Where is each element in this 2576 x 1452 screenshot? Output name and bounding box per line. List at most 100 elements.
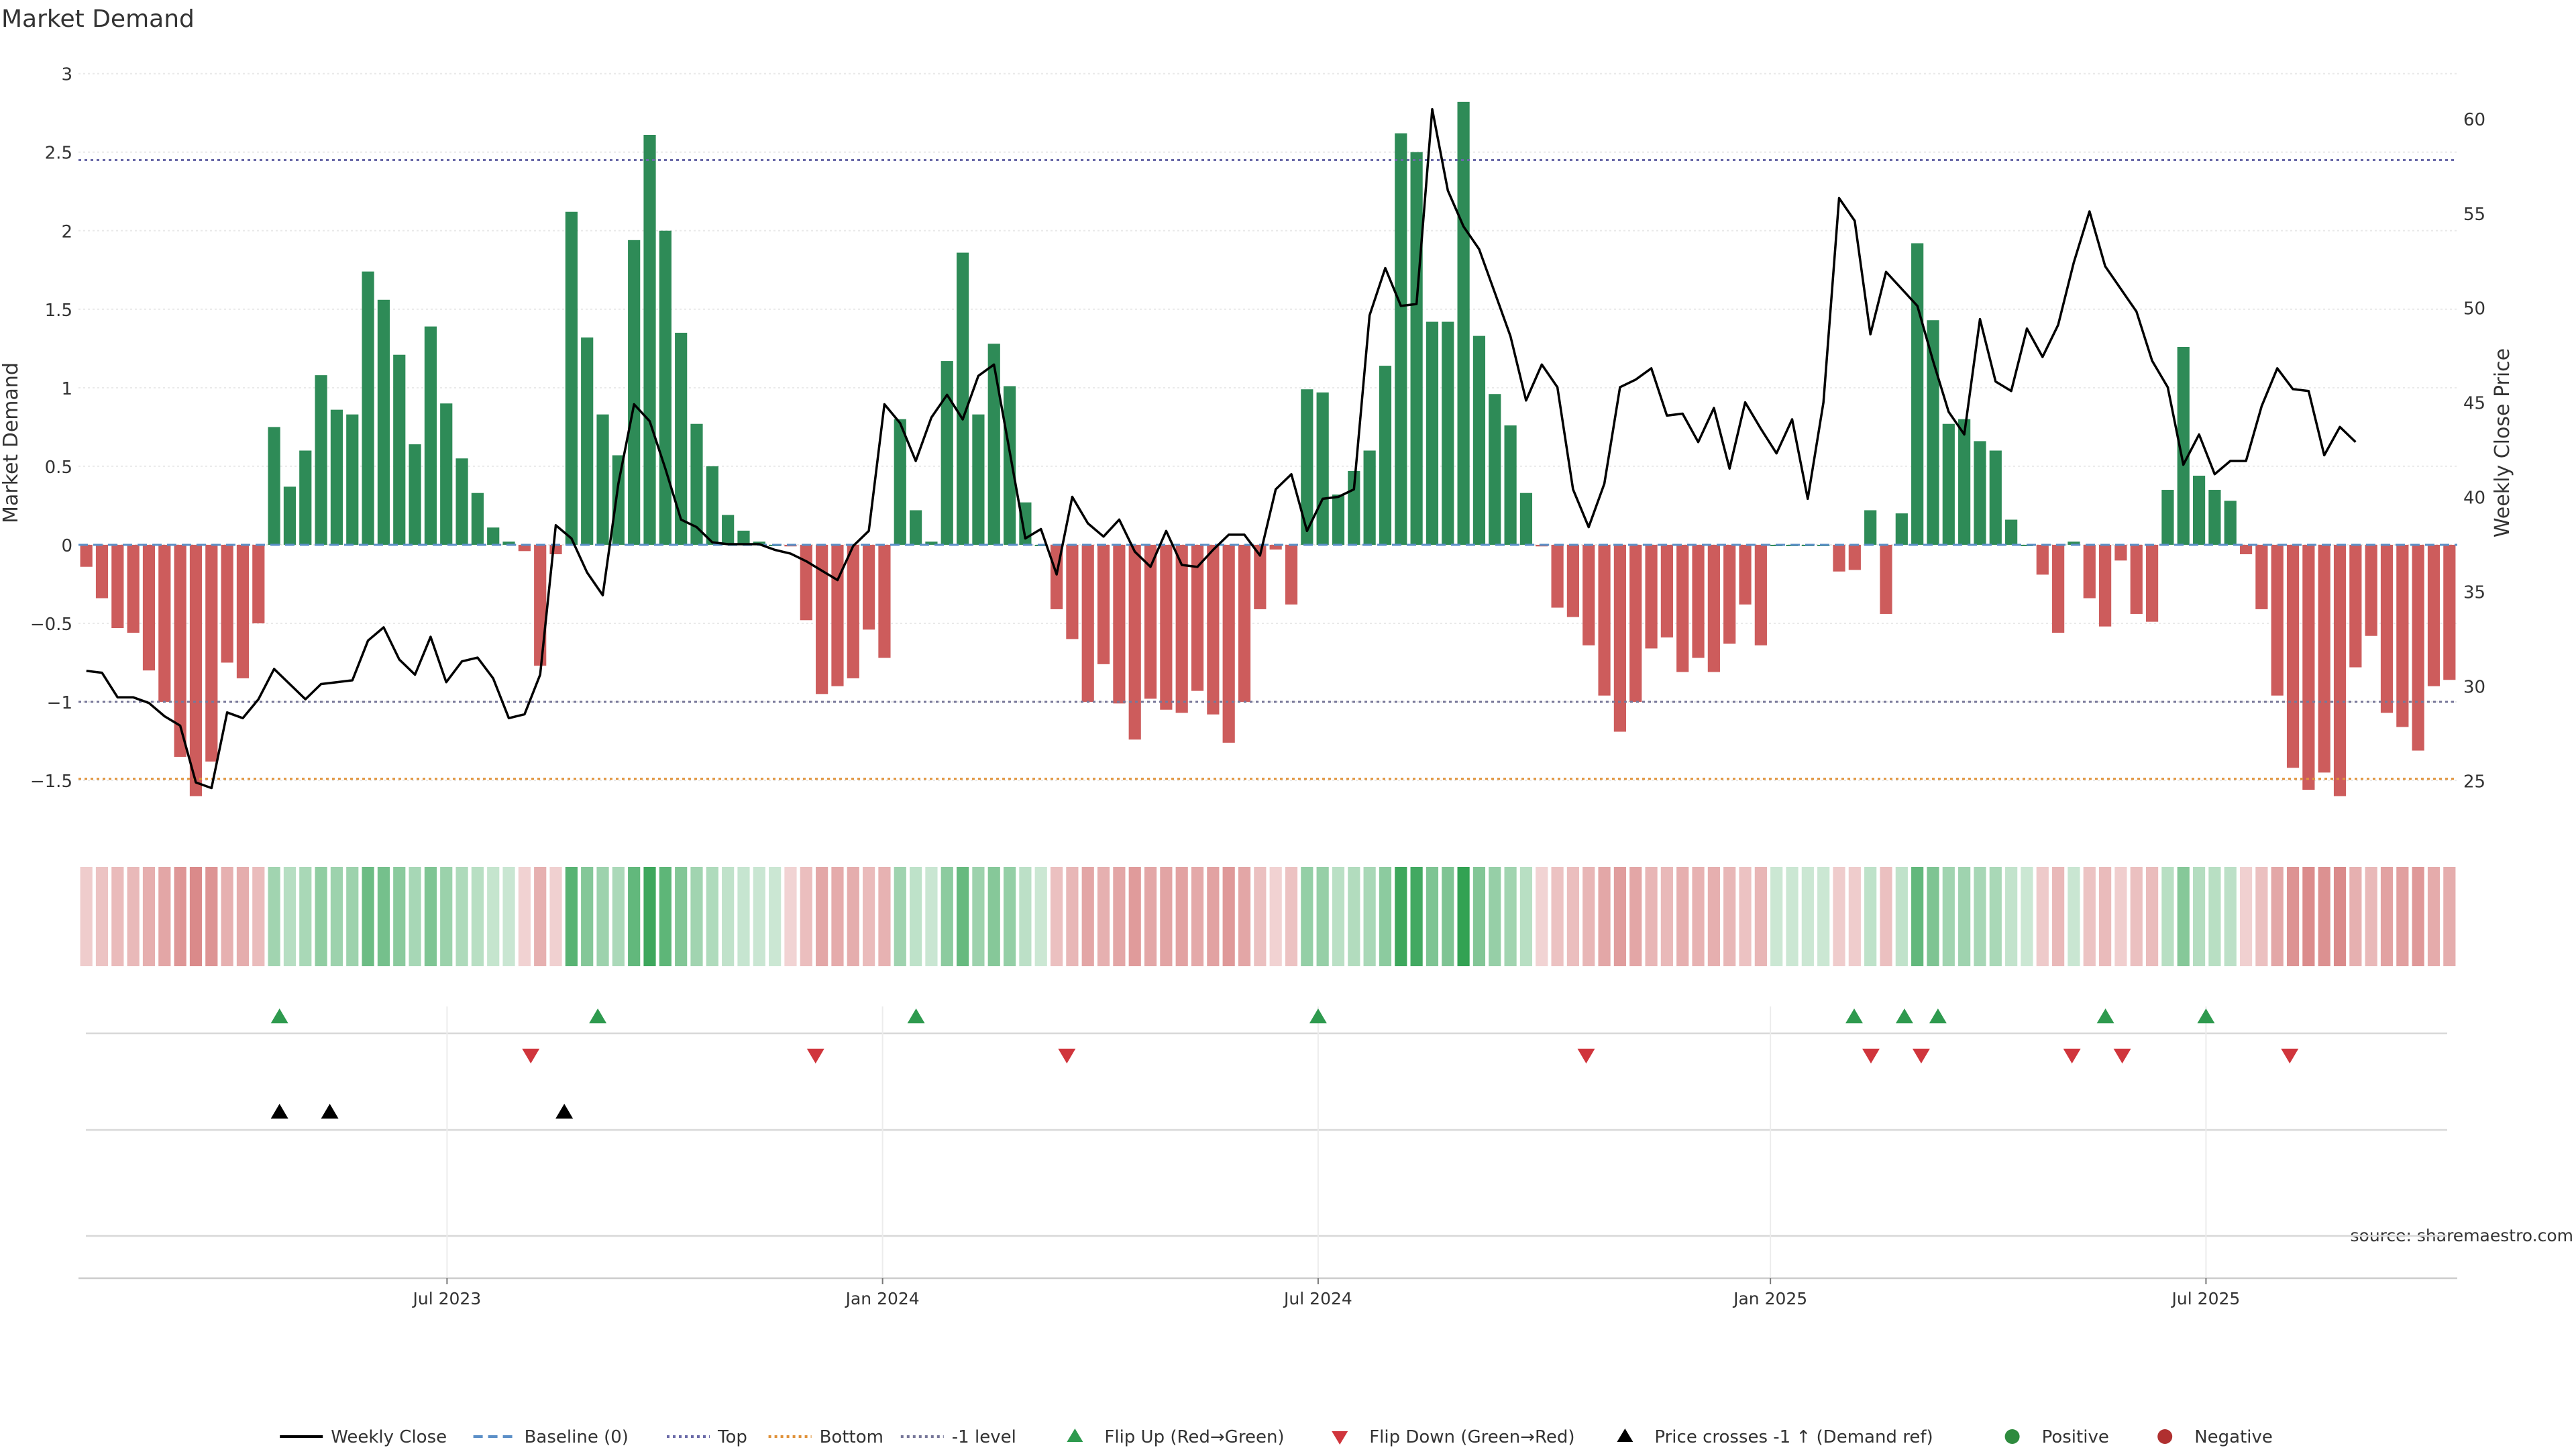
demand-bar: [2427, 544, 2440, 686]
demand-strip-cell: [409, 867, 421, 966]
demand-strip-cell: [315, 867, 327, 966]
demand-strip-cell: [910, 867, 922, 966]
axis-layer: 3 2.5 2 1.5 1 0.5 0 −0.5 −1 −1.5 60 55 50 45 40 35 30 25 J…: [30, 65, 2485, 1308]
flip-up-marker: [1309, 1008, 1327, 1024]
demand-strip-cell: [1911, 867, 1924, 966]
demand-bar: [549, 544, 562, 554]
legend-item: Flip Down (Green→Red): [1332, 1427, 1575, 1447]
demand-bar: [2192, 475, 2206, 545]
y-tick-label: 2: [61, 222, 72, 242]
demand-strip-layer: [80, 867, 2456, 966]
demand-bar: [910, 510, 922, 545]
demand-bar: [362, 271, 374, 545]
legend-label: Top: [717, 1427, 747, 1447]
demand-bar: [941, 361, 953, 545]
demand-bar: [581, 337, 594, 545]
demand-strip-cell: [581, 867, 594, 966]
demand-bar: [1066, 544, 1079, 639]
demand-bar: [1285, 544, 1298, 605]
legend-item: Price crosses -1 ↑ (Demand ref): [1617, 1427, 1933, 1447]
demand-bar: [534, 544, 547, 666]
demand-strip-cell: [690, 867, 703, 966]
legend-swatch: [2004, 1429, 2020, 1444]
demand-strip-cell: [393, 867, 406, 966]
demand-strip-cell: [1927, 867, 1939, 966]
demand-bar: [1880, 544, 1892, 614]
demand-strip-cell: [1395, 867, 1407, 966]
demand-strip-cell: [1144, 867, 1157, 966]
flip-up-marker: [270, 1008, 288, 1024]
demand-bar: [1207, 544, 1220, 715]
demand-bar: [690, 423, 703, 545]
demand-strip-cell: [941, 867, 953, 966]
demand-strip-cell: [2099, 867, 2112, 966]
demand-strip-cell: [1113, 867, 1126, 966]
demand-strip-cell: [95, 867, 109, 966]
reference-lines-layer: [78, 158, 2457, 780]
x-tick-label: Jan 2025: [1732, 1289, 1807, 1308]
demand-strip-cell: [1207, 867, 1220, 966]
demand-strip-cell: [1301, 867, 1313, 966]
demand-bar: [2114, 544, 2127, 561]
demand-bar: [393, 354, 406, 545]
demand-bar: [2005, 519, 2018, 545]
demand-strip-cell: [1770, 867, 1783, 966]
x-tick-label: Jan 2024: [845, 1289, 920, 1308]
price-cross-marker: [270, 1104, 288, 1119]
demand-bar: [1582, 544, 1595, 645]
demand-strip-cell: [221, 867, 233, 966]
demand-strip-cell: [1128, 867, 1141, 966]
demand-strip-cell: [2083, 867, 2096, 966]
demand-bar: [2068, 541, 2080, 545]
demand-strip-cell: [1034, 867, 1047, 966]
demand-strip-cell: [659, 867, 672, 966]
demand-bar: [1316, 392, 1329, 545]
demand-strip-cell: [878, 867, 891, 966]
demand-strip-cell: [1895, 867, 1908, 966]
demand-bar: [95, 544, 109, 599]
demand-strip-cell: [628, 867, 641, 966]
demand-bar: [1645, 544, 1658, 649]
demand-bar: [2052, 544, 2065, 633]
demand-bar: [518, 544, 531, 552]
demand-strip-cell: [863, 867, 875, 966]
demand-strip-cell: [596, 867, 609, 966]
flip-down-marker: [806, 1048, 824, 1064]
demand-bar: [268, 427, 280, 545]
demand-strip-cell: [455, 867, 468, 966]
y2-tick-label: 55: [2463, 205, 2485, 225]
demand-bar: [2380, 544, 2394, 713]
demand-strip-cell: [1551, 867, 1564, 966]
demand-bar: [2271, 544, 2284, 696]
y2-axis-label: Weekly Close Price: [2491, 348, 2514, 537]
flip-down-marker: [1912, 1048, 1930, 1064]
demand-strip-cell: [471, 867, 484, 966]
y-tick-label: 1: [61, 379, 72, 399]
legend-item: -1 level: [900, 1427, 1016, 1447]
demand-bar: [1551, 544, 1564, 608]
demand-strip-cell: [2271, 867, 2284, 966]
demand-bar: [1613, 544, 1626, 732]
demand-strip-cell: [722, 867, 735, 966]
demand-bar: [1974, 441, 1986, 545]
legend-label: Flip Down (Green→Red): [1369, 1427, 1574, 1447]
demand-bar: [2239, 544, 2253, 554]
flip-down-marker: [1058, 1048, 1076, 1064]
demand-bar: [863, 544, 875, 630]
flip-up-marker: [2197, 1008, 2215, 1024]
demand-strip-cell: [1739, 867, 1752, 966]
demand-strip-cell: [675, 867, 688, 966]
demand-bar: [2130, 544, 2143, 614]
demand-bar: [409, 444, 421, 545]
demand-strip-cell: [189, 867, 203, 966]
price-line-layer: [86, 108, 2357, 790]
demand-strip-cell: [1692, 867, 1705, 966]
chart-title: Market Demand: [1, 5, 195, 33]
demand-bar: [315, 375, 327, 545]
demand-bar: [2177, 347, 2190, 545]
legend-label: Flip Up (Red→Green): [1104, 1427, 1284, 1447]
demand-bar: [127, 544, 140, 633]
demand-strip-cell: [1958, 867, 1971, 966]
demand-strip-cell: [158, 867, 171, 966]
flip-up-marker: [907, 1008, 925, 1024]
